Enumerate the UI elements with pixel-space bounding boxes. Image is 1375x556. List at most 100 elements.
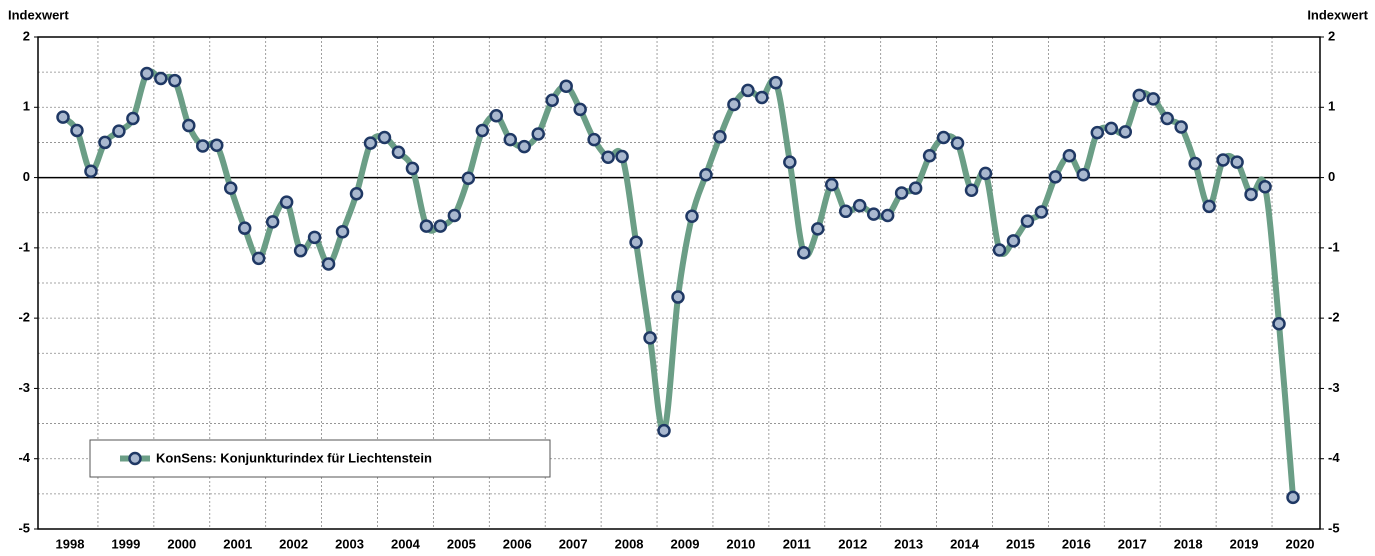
y2-tick-label: -2 — [1328, 310, 1340, 325]
x-tick-label: 2019 — [1230, 536, 1259, 551]
data-point — [210, 138, 224, 152]
y2-axis-label: Indexwert — [1307, 7, 1368, 22]
x-tick-label: 2015 — [1006, 536, 1035, 551]
y2-tick-label: -4 — [1328, 450, 1340, 465]
data-point — [335, 224, 350, 239]
data-point — [98, 135, 112, 150]
data-point — [950, 136, 965, 150]
data-point — [643, 331, 657, 345]
legend-marker — [128, 451, 142, 466]
data-point — [489, 108, 504, 123]
data-point — [783, 155, 797, 169]
data-point — [1020, 214, 1035, 228]
data-point — [1090, 125, 1105, 140]
data-point — [1006, 234, 1021, 248]
data-point — [992, 243, 1007, 257]
data-point — [475, 123, 490, 138]
data-point — [349, 186, 364, 201]
data-point — [1048, 170, 1063, 184]
data-point — [1202, 199, 1216, 214]
x-tick-label: 2003 — [335, 536, 364, 551]
data-point — [56, 110, 70, 124]
data-point — [1286, 490, 1300, 505]
data-point — [797, 246, 811, 260]
data-point — [657, 423, 671, 438]
x-tick-label: 2020 — [1286, 536, 1315, 551]
data-point — [84, 164, 98, 178]
data-point — [1076, 168, 1091, 182]
x-tick-label: 2008 — [615, 536, 644, 551]
data-point — [1104, 121, 1119, 136]
data-point — [587, 132, 601, 147]
data-point — [1062, 149, 1077, 163]
x-tick-label: 2018 — [1174, 536, 1203, 551]
data-point — [629, 235, 643, 249]
y2-tick-label: 1 — [1328, 99, 1335, 114]
data-point — [1230, 155, 1244, 169]
data-point — [112, 124, 126, 138]
data-point — [769, 75, 783, 90]
data-point — [196, 139, 210, 153]
x-tick-label: 2005 — [447, 536, 476, 551]
data-point — [1132, 88, 1146, 103]
data-point — [251, 251, 266, 266]
data-point — [1034, 205, 1049, 219]
data-point — [866, 207, 881, 221]
data-point — [321, 257, 336, 271]
data-point — [433, 219, 448, 233]
data-point — [978, 166, 993, 181]
x-tick-label: 2004 — [391, 536, 421, 551]
data-point — [279, 195, 294, 209]
x-tick-label: 2012 — [838, 536, 867, 551]
data-point — [615, 149, 629, 164]
data-point — [727, 97, 741, 112]
y-tick-label: 0 — [23, 169, 30, 184]
x-tick-label: 2011 — [783, 536, 811, 551]
data-point — [1146, 92, 1160, 106]
data-point — [713, 130, 727, 144]
data-point — [307, 230, 322, 245]
data-point — [922, 149, 937, 163]
data-point — [405, 161, 420, 176]
data-point — [237, 221, 252, 235]
x-tick-label: 2017 — [1118, 536, 1147, 551]
x-tick-label: 2000 — [167, 536, 196, 551]
data-point — [126, 111, 140, 126]
x-tick-label: 1998 — [56, 536, 85, 551]
data-point — [1160, 111, 1174, 126]
y2-tick-label: -1 — [1328, 239, 1340, 254]
x-tick-label: 2001 — [223, 536, 252, 551]
data-point — [1118, 125, 1133, 139]
data-point — [391, 145, 406, 160]
x-tick-label: 2016 — [1062, 536, 1091, 551]
y-tick-label: 2 — [23, 28, 30, 43]
x-tick-label: 2013 — [894, 536, 923, 551]
x-tick-label: 2006 — [503, 536, 532, 551]
y-tick-label: -3 — [18, 380, 30, 395]
data-point — [517, 139, 531, 154]
data-point — [1272, 317, 1286, 331]
y2-tick-label: 2 — [1328, 28, 1335, 43]
data-point — [168, 73, 182, 88]
data-point — [573, 102, 587, 117]
y-tick-label: -1 — [18, 239, 30, 254]
data-point — [1216, 153, 1230, 167]
y-tick-label: -2 — [18, 310, 30, 325]
data-point — [964, 183, 979, 197]
legend-box — [89, 439, 551, 478]
data-point — [461, 171, 476, 186]
data-point — [154, 71, 168, 86]
data-point — [811, 222, 825, 236]
series-line — [60, 68, 1296, 498]
x-tick-label: 2002 — [279, 536, 308, 551]
data-point — [1188, 156, 1202, 171]
data-point — [1244, 187, 1258, 202]
data-point — [182, 118, 196, 133]
x-tick-label: 2007 — [559, 536, 588, 551]
data-point — [293, 243, 308, 258]
data-point — [685, 209, 699, 223]
data-point — [140, 66, 154, 81]
data-point — [852, 198, 867, 213]
data-point — [880, 208, 895, 223]
